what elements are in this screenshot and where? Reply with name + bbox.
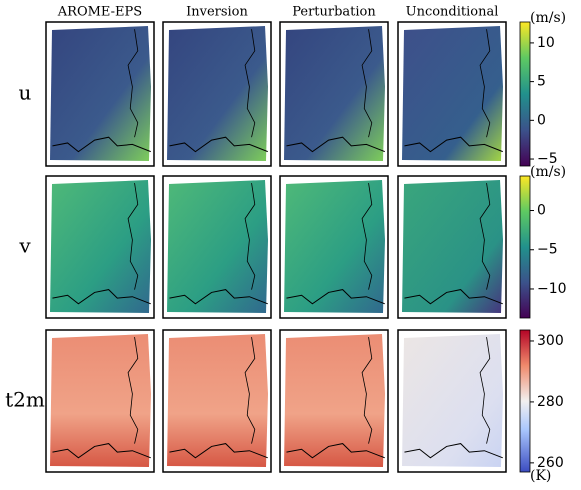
colorbar-tick-label: 5 bbox=[537, 74, 546, 90]
coastline bbox=[169, 289, 268, 305]
colorbar-unit: (m/s) bbox=[530, 164, 566, 180]
colorbar-tick-label: 0 bbox=[537, 112, 546, 128]
coastline bbox=[404, 289, 503, 305]
column-title: Inversion bbox=[186, 5, 248, 20]
row-label: v bbox=[18, 234, 31, 258]
border-line bbox=[361, 183, 373, 290]
column-title: AROME-EPS bbox=[57, 5, 142, 20]
coastline bbox=[286, 289, 385, 305]
border-line bbox=[361, 29, 373, 138]
colorbar-tick-label: 10 bbox=[537, 35, 555, 51]
border-line bbox=[244, 337, 256, 444]
map-field bbox=[50, 26, 151, 161]
colorbar-tick-label: −5 bbox=[537, 151, 558, 167]
colorbar-tick-label: 260 bbox=[537, 455, 564, 471]
coastline bbox=[52, 443, 151, 459]
border-line bbox=[479, 29, 491, 138]
border-line bbox=[127, 29, 139, 138]
row-label: t2m bbox=[5, 388, 45, 412]
map-field bbox=[167, 26, 268, 161]
coastline bbox=[404, 136, 503, 153]
map-field bbox=[402, 334, 503, 467]
colorbar bbox=[519, 329, 531, 473]
column-title: Perturbation bbox=[292, 5, 376, 20]
map-field bbox=[402, 26, 503, 161]
map-field bbox=[284, 26, 385, 161]
colorbar-tick-label: −5 bbox=[537, 242, 558, 258]
row-label: u bbox=[19, 81, 32, 105]
colorbar-tick-label: 300 bbox=[537, 333, 564, 349]
map-field bbox=[284, 180, 385, 313]
colorbar-unit: (K) bbox=[530, 468, 551, 484]
colorbar bbox=[519, 175, 531, 319]
coastline bbox=[52, 289, 151, 305]
map-field bbox=[284, 334, 385, 467]
colorbar-tick-label: 0 bbox=[537, 203, 546, 219]
coastline bbox=[169, 136, 268, 153]
map-field bbox=[402, 180, 503, 313]
colorbar-tick-label: −10 bbox=[537, 281, 567, 297]
map-field bbox=[50, 334, 151, 467]
coastline bbox=[52, 136, 151, 153]
colorbar-tick-label: 280 bbox=[537, 394, 564, 410]
border-line bbox=[361, 337, 373, 444]
colorbar bbox=[519, 21, 531, 167]
coastline bbox=[286, 443, 385, 459]
border-line bbox=[127, 337, 139, 444]
map-field bbox=[167, 334, 268, 467]
column-title: Unconditional bbox=[406, 5, 499, 20]
map-field bbox=[167, 180, 268, 313]
border-line bbox=[479, 337, 491, 444]
border-line bbox=[244, 29, 256, 138]
border-line bbox=[479, 183, 491, 290]
border-line bbox=[244, 183, 256, 290]
coastline bbox=[404, 443, 503, 459]
colorbar-unit: (m/s) bbox=[530, 10, 566, 26]
coastline bbox=[286, 136, 385, 153]
coastline bbox=[169, 443, 268, 459]
map-field bbox=[50, 180, 151, 313]
border-line bbox=[127, 183, 139, 290]
